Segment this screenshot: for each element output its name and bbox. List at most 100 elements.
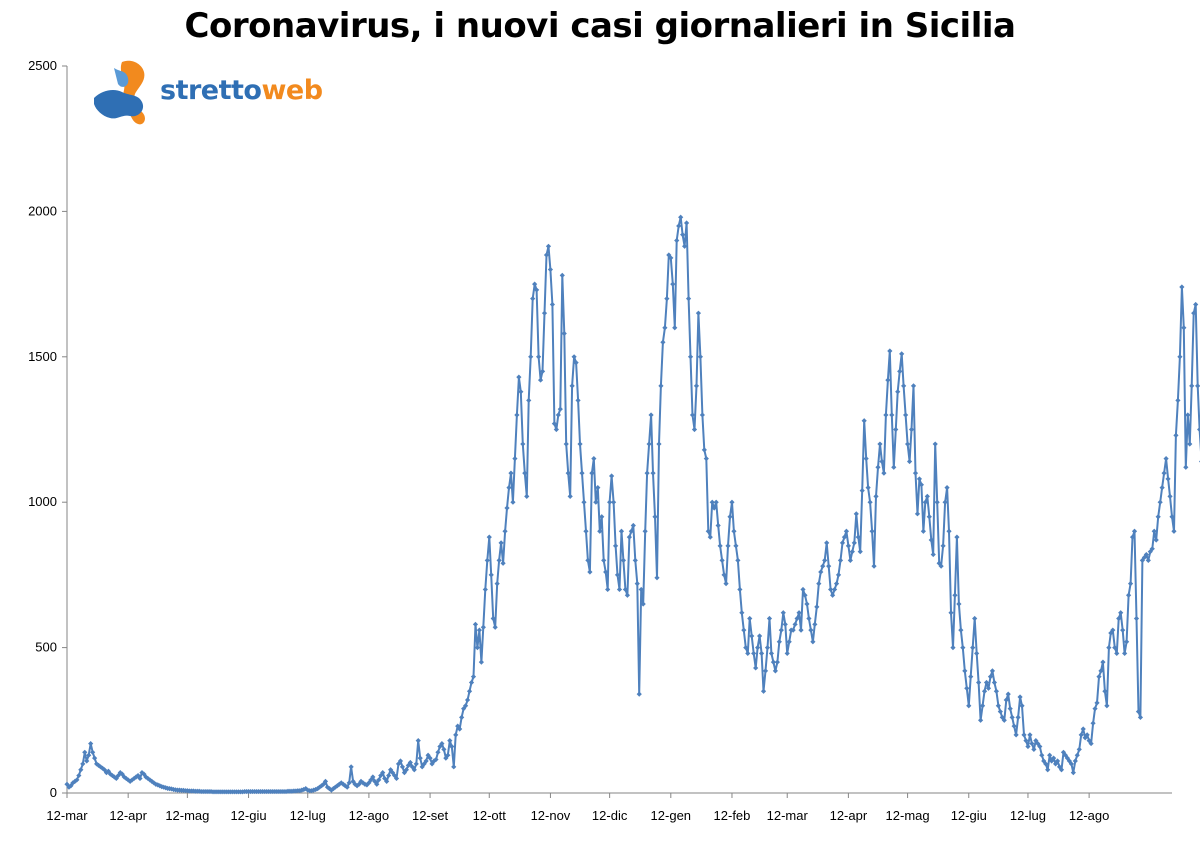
- data-point-marker: [1003, 697, 1009, 703]
- data-point-marker: [318, 783, 325, 789]
- data-point-marker: [719, 557, 725, 563]
- data-point-marker: [543, 252, 550, 258]
- data-point-marker: [932, 441, 938, 447]
- data-point-marker: [1078, 732, 1084, 738]
- data-point-marker: [831, 586, 838, 593]
- data-point-marker: [1104, 703, 1110, 709]
- data-point-marker: [699, 412, 705, 418]
- data-point-marker: [609, 473, 615, 479]
- data-point-marker: [735, 557, 741, 563]
- data-point-marker: [981, 688, 988, 694]
- data-point-marker: [1125, 592, 1132, 598]
- data-point-marker: [660, 339, 666, 345]
- data-point-marker: [1181, 325, 1187, 331]
- data-point-marker: [1151, 528, 1157, 534]
- data-point-marker: [612, 543, 619, 549]
- data-point-marker: [1183, 464, 1189, 470]
- data-point-marker: [648, 412, 654, 418]
- data-point-marker: [66, 784, 72, 790]
- data-point-marker: [397, 758, 404, 764]
- data-point-marker: [691, 426, 698, 433]
- data-point-marker: [910, 383, 917, 389]
- data-point-marker: [770, 659, 777, 665]
- data-point-marker: [93, 761, 100, 767]
- data-point-marker: [565, 470, 571, 476]
- data-point-marker: [662, 325, 668, 331]
- data-point-marker: [1011, 723, 1017, 729]
- data-point-marker: [877, 441, 883, 447]
- data-point-marker: [1064, 755, 1071, 761]
- data-point-marker: [419, 764, 425, 770]
- data-point-marker: [1163, 455, 1169, 462]
- data-point-marker: [575, 397, 581, 404]
- data-point-marker: [851, 540, 857, 546]
- data-point-marker: [427, 755, 433, 761]
- data-point-marker: [1052, 761, 1059, 767]
- data-point-marker: [725, 543, 731, 549]
- data-point-marker: [1070, 770, 1076, 776]
- data-point-marker: [1096, 674, 1102, 680]
- data-point-marker: [82, 749, 88, 755]
- data-point-marker: [364, 782, 370, 788]
- y-tick-labels: 0 500 1000 1500 2000 2500: [28, 58, 57, 800]
- data-point-marker: [1021, 732, 1027, 738]
- data-point-marker: [322, 778, 329, 784]
- data-point-marker: [1068, 761, 1074, 767]
- data-point-marker: [711, 505, 717, 511]
- data-point-marker: [1187, 441, 1193, 447]
- data-point-marker: [1100, 659, 1106, 665]
- data-point-marker: [571, 354, 577, 360]
- data-point-marker: [500, 560, 506, 566]
- data-point-marker: [839, 540, 846, 546]
- data-point-marker: [974, 650, 980, 657]
- data-point-marker: [1157, 499, 1163, 505]
- data-point-marker: [137, 775, 143, 782]
- data-point-marker: [830, 592, 836, 598]
- data-point-marker: [841, 534, 848, 540]
- data-point-marker: [528, 354, 534, 360]
- data-point-marker: [822, 557, 828, 563]
- data-point-marker: [707, 534, 713, 540]
- data-point-marker: [589, 470, 595, 476]
- data-point-marker: [490, 615, 496, 622]
- data-point-marker: [1076, 746, 1082, 752]
- data-point-marker: [926, 514, 932, 520]
- data-point-marker: [798, 627, 804, 633]
- data-point-marker: [1106, 645, 1112, 651]
- data-point-marker: [569, 383, 575, 389]
- data-point-marker: [764, 645, 771, 651]
- data-point-marker: [985, 685, 992, 691]
- data-point-marker: [539, 368, 546, 374]
- data-point-marker: [605, 586, 611, 593]
- data-point-marker: [441, 746, 447, 752]
- data-point-marker: [1167, 493, 1173, 499]
- data-point-marker: [579, 470, 585, 476]
- series-polyline: [66, 216, 1200, 793]
- data-point-marker: [1025, 743, 1031, 750]
- data-point-marker: [1173, 432, 1179, 438]
- data-point-marker: [784, 650, 790, 657]
- data-point-marker: [954, 534, 960, 540]
- data-point-marker: [332, 784, 338, 790]
- data-point-marker: [871, 563, 877, 569]
- data-point-marker: [1080, 726, 1086, 732]
- data-point-marker: [674, 237, 680, 244]
- data-point-marker: [1017, 694, 1023, 700]
- data-point-marker: [678, 214, 684, 220]
- data-point-marker: [889, 412, 895, 418]
- data-point-marker: [415, 738, 421, 744]
- y-tick-label: 0: [50, 785, 57, 800]
- y-tick-label: 1500: [28, 349, 57, 364]
- data-point-marker: [1013, 732, 1019, 738]
- data-point-marker: [1029, 740, 1035, 747]
- data-point-marker: [1112, 645, 1118, 651]
- data-point-marker: [942, 499, 948, 505]
- data-point-marker: [1177, 354, 1183, 360]
- data-point-marker: [535, 354, 542, 360]
- data-point-marker: [867, 499, 873, 505]
- data-point-marker: [423, 758, 429, 764]
- data-point-marker: [948, 610, 954, 616]
- data-point-marker: [1165, 476, 1171, 482]
- data-point-marker: [800, 586, 806, 593]
- data-point-marker: [1066, 758, 1072, 764]
